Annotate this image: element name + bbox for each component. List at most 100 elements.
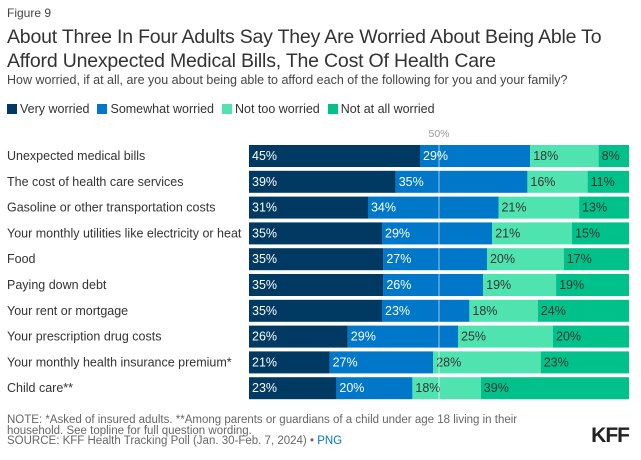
data-label: 27% [386,252,411,266]
bar-segment [420,145,531,167]
data-label: 23% [385,304,410,318]
data-label: 16% [530,175,555,189]
data-label: 35% [252,252,277,266]
png-link[interactable]: PNG [317,435,343,447]
data-label: 29% [385,226,410,240]
bar-segment [249,170,396,193]
data-label: 25% [461,330,486,344]
bar-segment [249,222,382,245]
data-label: 18% [472,304,497,318]
bar-segment [433,351,541,374]
legend-item-not-too-worried: Not too worried [222,102,320,116]
data-label: 23% [252,381,277,395]
bar-segment [480,377,629,400]
bar-segment [382,299,470,322]
bar-segment [329,351,434,374]
data-label: 35% [252,304,277,318]
figure-label: Figure 9 [7,6,52,20]
bar-segment [249,299,382,322]
bar-segment [483,274,557,296]
bar-segment [469,299,538,322]
bar-segment [249,274,384,296]
bar-segment [556,274,629,296]
data-label: 39% [252,175,277,189]
data-label: 39% [484,381,509,395]
data-label: 20% [556,330,581,344]
category-label: Food [7,252,36,266]
data-label: 31% [252,201,277,215]
source-text: SOURCE: KFF Health Tracking Poll (Jan. 3… [7,435,314,447]
bar-segment [563,248,629,271]
data-label: 20% [339,381,364,395]
legend-item-very-worried: Very worried [7,102,89,116]
reference-line-label: 50% [428,128,449,140]
category-label: Gasoline or other transportation costs [7,201,215,215]
data-label: 21% [252,355,277,369]
bar-segment [336,377,413,400]
bar-segment [553,325,629,348]
bar-segment [249,325,348,348]
bar-segment [486,248,564,271]
data-label: 17% [567,252,592,266]
bar-segment [530,145,599,167]
bar-segment [383,274,484,296]
bar-segment [382,222,493,245]
data-label: 8% [602,149,620,163]
data-label: 15% [575,226,600,240]
legend-item-not-at-all-worried: Not at all worried [327,102,435,116]
data-label: 18% [415,381,440,395]
data-label: 18% [533,149,558,163]
footnote: NOTE: *Asked of insured adults. **Among … [7,414,567,447]
bar-segment [395,170,528,193]
data-label: 34% [371,201,396,215]
category-label: Unexpected medical bills [7,149,145,163]
bar-segment [458,325,553,348]
data-label: 29% [423,149,448,163]
data-label: 35% [252,226,277,240]
legend-item-somewhat-worried: Somewhat worried [97,102,214,116]
data-label: 13% [582,201,607,215]
bar-segment [587,170,629,193]
bar-segment [367,196,499,219]
data-label: 26% [252,330,277,344]
data-label: 21% [495,226,520,240]
bar-segment [579,196,629,219]
note-text: NOTE: *Asked of insured adults. **Among … [7,414,518,437]
bar-segment [498,196,580,219]
data-label: 20% [490,252,515,266]
data-label: 23% [544,355,569,369]
data-label: 35% [252,278,277,292]
data-label: 24% [541,304,566,318]
bar-segment [598,145,629,167]
category-label: Your prescription drug costs [7,330,161,344]
data-label: 11% [591,175,615,189]
bar-segment [540,351,629,374]
category-label: Your monthly utilities like electricity … [7,226,242,240]
category-label: The cost of health care services [7,175,183,189]
data-label: 29% [351,330,376,344]
data-label: 26% [386,278,411,292]
category-label: Child care** [7,381,73,395]
chart-title: About Three In Four Adults Say They Are … [7,26,602,72]
bar-segment [249,248,384,271]
data-label: 45% [252,149,277,163]
data-label: 19% [559,278,584,292]
category-label: Paying down debt [7,278,107,292]
data-label: 35% [399,175,424,189]
bar-segment [492,222,572,245]
bar-segment [537,299,629,322]
data-label: 21% [501,201,526,215]
bar-segment [249,351,330,374]
category-label: Your monthly health insurance premium* [7,355,232,369]
bar-segment [347,325,458,348]
bar-segment [249,196,368,219]
bar-segment [249,377,337,400]
kff-logo: KFF [591,424,630,447]
data-label: 19% [486,278,511,292]
bar-segment [527,170,588,193]
chart-subtitle: How worried, if at all, are you about be… [7,73,568,87]
data-label: 28% [436,355,461,369]
category-label: Your rent or mortgage [7,304,128,318]
